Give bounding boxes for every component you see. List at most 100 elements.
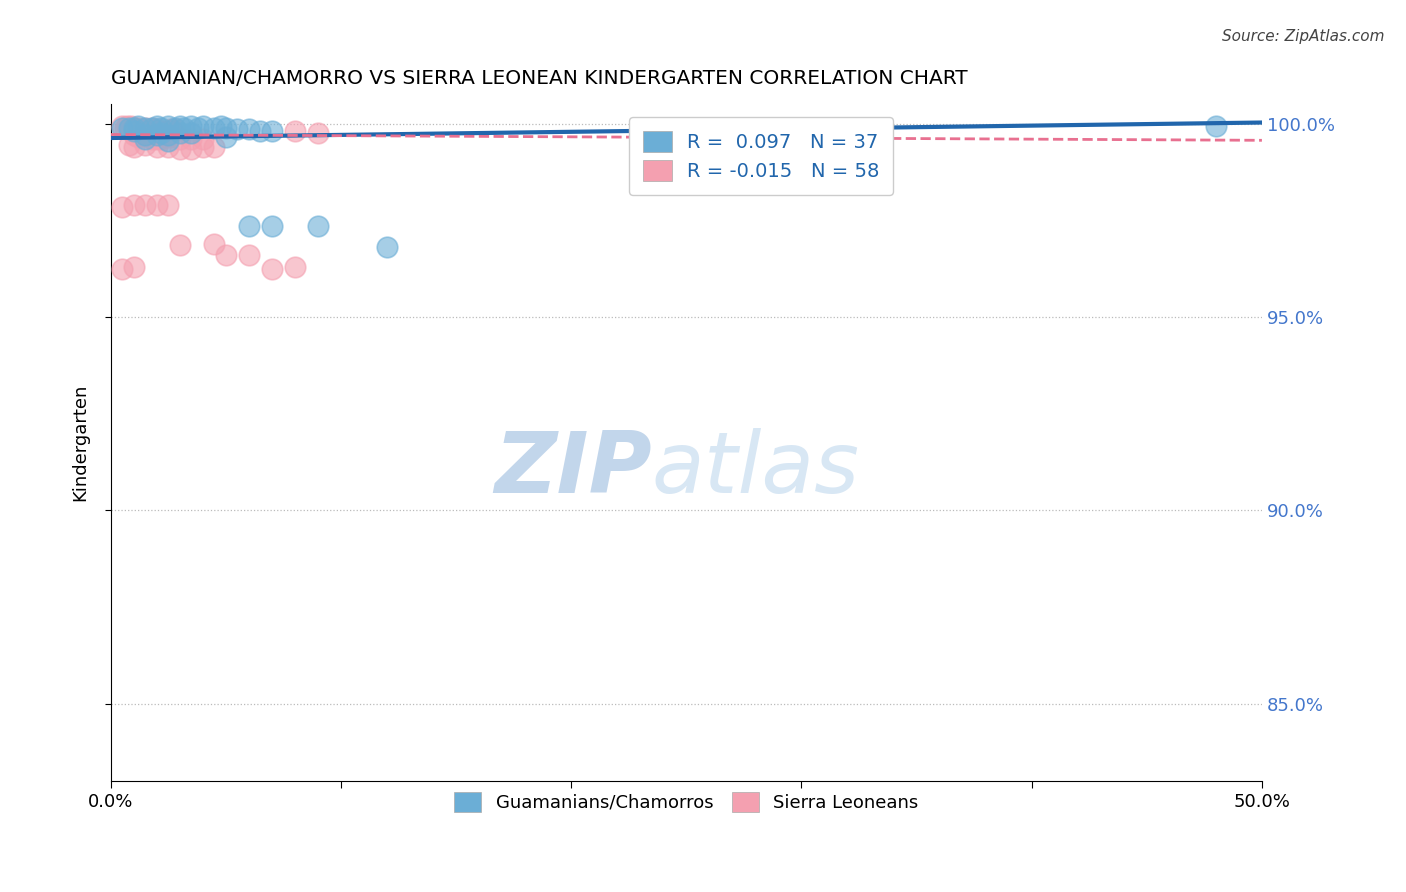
Point — [284, 260, 307, 274]
Point — [127, 119, 149, 133]
Point — [134, 126, 156, 140]
Text: GUAMANIAN/CHAMORRO VS SIERRA LEONEAN KINDERGARTEN CORRELATION CHART: GUAMANIAN/CHAMORRO VS SIERRA LEONEAN KIN… — [111, 69, 967, 87]
Point — [122, 120, 145, 135]
Point — [169, 238, 191, 252]
Point — [238, 219, 260, 234]
Point — [165, 120, 187, 135]
Point — [162, 124, 184, 138]
Point — [122, 128, 145, 143]
Point — [150, 132, 173, 146]
Point — [249, 124, 271, 138]
Point — [375, 240, 398, 254]
Point — [141, 132, 163, 146]
Point — [136, 124, 159, 138]
Point — [157, 130, 180, 145]
Point — [180, 126, 202, 140]
Point — [202, 120, 225, 135]
Point — [111, 200, 134, 214]
Point — [202, 236, 225, 251]
Text: atlas: atlas — [652, 428, 860, 511]
Point — [146, 119, 169, 133]
Point — [134, 128, 156, 143]
Point — [191, 119, 214, 133]
Text: Source: ZipAtlas.com: Source: ZipAtlas.com — [1222, 29, 1385, 44]
Point — [307, 219, 329, 234]
Point — [146, 132, 169, 146]
Point — [115, 119, 138, 133]
Point — [150, 126, 173, 140]
Point — [134, 120, 156, 135]
Point — [169, 132, 191, 146]
Text: ZIP: ZIP — [494, 428, 652, 511]
Point — [114, 120, 136, 135]
Point — [122, 124, 145, 138]
Point — [146, 122, 169, 136]
Point — [157, 140, 180, 154]
Point — [157, 124, 180, 138]
Point — [157, 198, 180, 212]
Point — [134, 198, 156, 212]
Point — [146, 128, 169, 143]
Point — [238, 122, 260, 136]
Point — [238, 248, 260, 262]
Legend: Guamanians/Chamorros, Sierra Leoneans: Guamanians/Chamorros, Sierra Leoneans — [443, 781, 929, 822]
Point — [139, 122, 162, 136]
Point — [148, 124, 170, 138]
Point — [132, 122, 155, 136]
Point — [215, 120, 238, 135]
Point — [226, 122, 249, 136]
Point — [134, 120, 156, 135]
Point — [134, 138, 156, 153]
Point — [180, 142, 202, 156]
Point — [260, 124, 283, 138]
Point — [1205, 119, 1227, 133]
Point — [146, 140, 169, 154]
Point — [215, 248, 238, 262]
Point — [202, 140, 225, 154]
Point — [121, 119, 143, 133]
Point — [180, 132, 202, 146]
Point — [122, 198, 145, 212]
Point — [143, 124, 166, 138]
Point — [209, 119, 232, 133]
Point — [284, 124, 307, 138]
Point — [157, 119, 180, 133]
Point — [146, 198, 169, 212]
Point — [111, 261, 134, 276]
Point — [111, 120, 134, 135]
Point — [169, 126, 191, 140]
Point — [169, 119, 191, 133]
Point — [165, 122, 187, 136]
Point — [127, 120, 149, 135]
Point — [152, 124, 174, 138]
Point — [159, 122, 181, 136]
Point — [150, 120, 173, 135]
Point — [150, 126, 173, 140]
Point — [180, 119, 202, 133]
Point — [191, 140, 214, 154]
Point — [260, 219, 283, 234]
Point — [122, 140, 145, 154]
Point — [127, 130, 149, 145]
Point — [157, 128, 180, 143]
Point — [155, 126, 177, 140]
Point — [141, 120, 163, 135]
Point — [129, 124, 152, 138]
Point — [125, 122, 148, 136]
Point — [307, 126, 329, 140]
Point — [111, 119, 134, 133]
Point — [191, 132, 214, 146]
Point — [187, 120, 209, 135]
Point — [260, 261, 283, 276]
Point — [134, 132, 156, 146]
Point — [118, 120, 141, 135]
Point — [169, 142, 191, 156]
Point — [141, 120, 163, 135]
Point — [118, 138, 141, 153]
Point — [157, 134, 180, 148]
Point — [118, 120, 141, 135]
Y-axis label: Kindergarten: Kindergarten — [72, 384, 89, 501]
Point — [122, 260, 145, 274]
Point — [215, 130, 238, 145]
Point — [122, 120, 145, 135]
